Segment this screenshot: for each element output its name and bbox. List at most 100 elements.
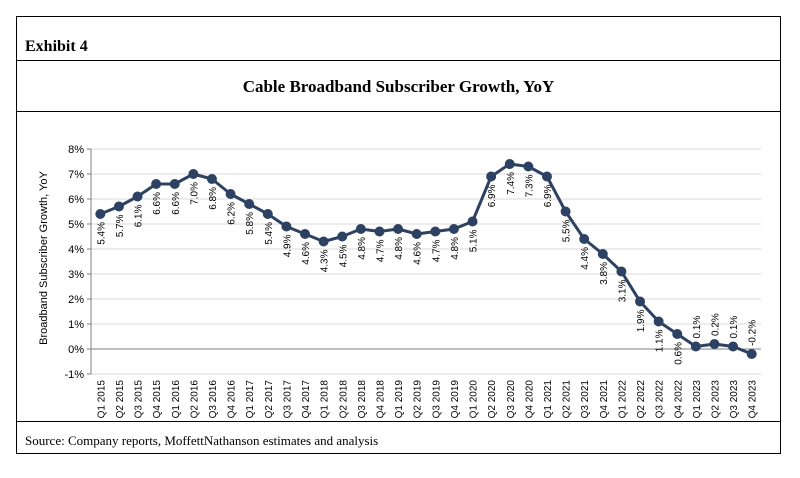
x-tick-label: Q3 2018: [357, 380, 368, 419]
data-point: [374, 226, 385, 237]
data-point: [411, 229, 422, 239]
x-tick-label: Q3 2017: [282, 380, 293, 419]
data-point: [486, 171, 497, 182]
data-point: [169, 179, 180, 189]
data-point: [281, 221, 292, 232]
data-point: [132, 191, 143, 202]
data-point: [151, 179, 162, 189]
x-tick-label: Q2 2017: [264, 380, 275, 419]
x-tick-label: Q1 2015: [96, 380, 107, 419]
data-point: [541, 171, 552, 182]
y-tick-label: 8%: [68, 144, 84, 156]
data-label: 4.8%: [450, 237, 461, 260]
data-label: 5.7%: [115, 214, 126, 237]
x-tick-label: Q3 2020: [506, 380, 517, 419]
x-tick-label: Q1 2020: [469, 380, 480, 419]
data-point: [318, 236, 329, 247]
x-tick-label: Q1 2018: [320, 380, 331, 419]
y-tick-label: 1%: [68, 319, 84, 331]
data-point: [523, 161, 534, 172]
data-label: 5.8%: [245, 212, 256, 235]
x-tick-label: Q1 2017: [245, 380, 256, 419]
data-point: [355, 224, 366, 234]
data-label: 6.1%: [134, 204, 145, 227]
data-label: 7.3%: [524, 174, 535, 197]
data-label: 5.5%: [562, 219, 573, 242]
data-label: 4.7%: [375, 239, 386, 262]
data-label: 4.6%: [413, 242, 424, 265]
x-tick-label: Q2 2018: [338, 380, 349, 419]
chart-title-bar: Cable Broadband Subscriber Growth, YoY: [17, 61, 780, 112]
x-tick-label: Q2 2021: [562, 380, 573, 419]
x-tick-label: Q4 2021: [599, 380, 610, 419]
data-label: 0.6%: [673, 342, 684, 365]
x-tick-labels: Q1 2015 Q2 2015 Q3 2015 Q4 2015 Q1 2016 Q2 20…: [96, 380, 758, 419]
data-point: [467, 216, 478, 227]
data-label: 4.8%: [394, 237, 405, 260]
x-tick-label: Q4 2016: [227, 380, 238, 419]
data-point: [746, 349, 757, 359]
data-label: 4.9%: [282, 234, 293, 257]
data-label: 4.5%: [338, 244, 349, 267]
y-tick-label: 3%: [68, 269, 84, 281]
x-tick-label: Q2 2015: [115, 380, 126, 419]
data-label: 6.9%: [487, 184, 498, 207]
data-point: [616, 266, 627, 277]
data-point: [430, 226, 441, 237]
x-tick-label: Q3 2019: [431, 380, 442, 419]
data-point: [300, 229, 311, 239]
data-label: 0.1%: [692, 316, 703, 339]
data-label: 3.8%: [599, 262, 610, 285]
y-tick-label: 2%: [68, 294, 84, 306]
data-label: 6.6%: [152, 192, 163, 215]
exhibit-frame: Exhibit 4 Cable Broadband Subscriber Gro…: [16, 16, 781, 454]
source-note: Source: Company reports, MoffettNathanso…: [25, 433, 379, 448]
data-label: -0.2%: [748, 320, 759, 346]
gridlines: [91, 148, 761, 375]
data-label: 6.9%: [543, 184, 554, 207]
x-tick-label: Q2 2022: [636, 380, 647, 419]
data-point: [448, 224, 459, 234]
chart-title: Cable Broadband Subscriber Growth, YoY: [242, 77, 555, 96]
data-point: [337, 231, 348, 242]
x-tick-label: Q4 2017: [301, 380, 312, 419]
data-label: 6.8%: [208, 187, 219, 210]
data-point: [262, 209, 273, 219]
x-tick-label: Q4 2018: [375, 380, 386, 419]
data-point: [206, 174, 217, 184]
y-tick-label: 7%: [68, 169, 84, 181]
data-label: 5.4%: [264, 222, 275, 245]
x-tick-label: Q3 2015: [134, 380, 145, 419]
x-tick-label: Q4 2019: [450, 380, 461, 419]
data-label: 4.8%: [357, 237, 368, 260]
data-point: [393, 224, 404, 234]
x-tick-label: Q3 2022: [655, 380, 666, 419]
x-tick-label: Q3 2016: [208, 380, 219, 419]
x-tick-label: Q2 2023: [710, 380, 721, 419]
data-point: [653, 316, 664, 327]
data-label: 4.7%: [431, 239, 442, 262]
data-point: [225, 189, 236, 199]
data-point: [709, 339, 720, 349]
x-tick-label: Q4 2022: [673, 380, 684, 419]
data-label: 1.1%: [655, 329, 666, 352]
data-point: [672, 329, 683, 339]
data-label: 3.1%: [617, 279, 628, 302]
data-point: [579, 234, 590, 244]
data-label: 1.9%: [636, 309, 647, 332]
data-label: 6.2%: [227, 202, 238, 225]
data-label: 6.6%: [171, 192, 182, 215]
chart-area: -1% 0% 1% 2% 3% 4% 5% 6% 7% 8% Q1 2015 Q2 2015 Q3 2…: [17, 112, 780, 422]
x-tick-label: Q2 2019: [413, 380, 424, 419]
x-tick-label: Q2 2020: [487, 380, 498, 419]
y-tick-label: 4%: [68, 244, 84, 256]
data-point: [244, 199, 255, 209]
y-axis-label: Broadband Subscriber Growth, YoY: [38, 171, 50, 345]
data-point: [188, 169, 199, 179]
data-point: [95, 209, 106, 219]
data-point: [597, 249, 608, 259]
x-tick-label: Q2 2016: [189, 380, 200, 419]
x-tick-label: Q4 2020: [524, 380, 535, 419]
data-point: [728, 341, 739, 352]
x-tick-label: Q4 2023: [748, 380, 759, 419]
